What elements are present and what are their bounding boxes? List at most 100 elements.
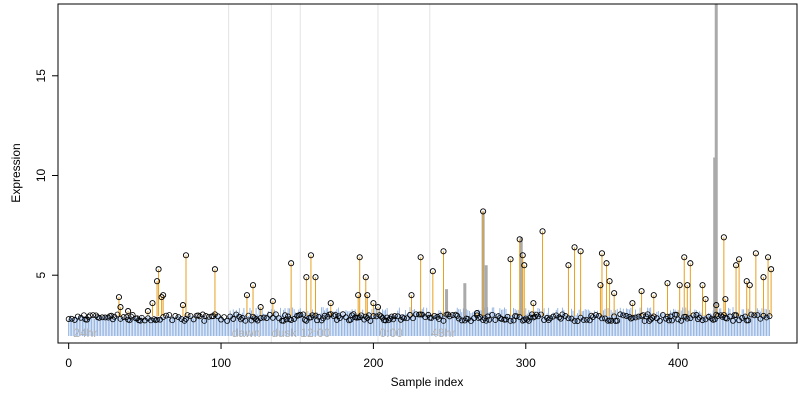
baseline-point: [126, 317, 133, 324]
baseline-point: [297, 311, 304, 318]
baseline-point: [332, 311, 339, 318]
baseline-point: [553, 312, 560, 319]
baseline-point: [666, 317, 672, 324]
baseline-point: [742, 313, 749, 320]
baseline-point: [343, 314, 349, 321]
data-point: [519, 252, 526, 259]
baseline-point: [455, 315, 462, 322]
baseline-point: [285, 313, 291, 320]
data-point: [356, 254, 363, 261]
baseline-point: [301, 316, 308, 323]
data-point: [743, 278, 750, 285]
data-point: [362, 274, 369, 281]
baseline-point: [730, 317, 736, 324]
baseline-point: [215, 313, 221, 320]
group-label: 12:00: [300, 326, 330, 340]
baseline-point: [184, 312, 191, 318]
data-point: [664, 280, 671, 287]
baseline-point: [190, 316, 197, 323]
baseline-point: [404, 315, 410, 322]
group-label: 24hr: [73, 326, 97, 340]
baseline-point: [151, 316, 157, 323]
baseline-point: [669, 317, 675, 324]
baseline-point: [154, 316, 160, 323]
baseline-point: [361, 316, 368, 323]
baseline-point: [705, 313, 712, 320]
baseline-point: [440, 317, 447, 324]
baseline-point: [675, 316, 682, 323]
data-point: [571, 244, 578, 251]
baseline-point: [559, 311, 566, 318]
data-point: [638, 288, 645, 295]
baseline-point: [592, 312, 599, 318]
baseline-point: [646, 318, 653, 324]
data-point: [370, 300, 377, 307]
baseline-point: [390, 316, 397, 323]
baseline-point: [632, 314, 639, 321]
data-point: [736, 256, 743, 263]
baseline-point: [745, 317, 752, 324]
data-point: [687, 260, 694, 267]
baseline-point: [623, 313, 630, 319]
data-point: [598, 250, 606, 257]
data-point: [327, 300, 334, 307]
x-tick-label: 300: [516, 356, 536, 370]
y-axis-title: Expression: [9, 143, 23, 202]
group-boundaries: [228, 4, 431, 343]
data-point: [611, 290, 618, 297]
baseline-point: [260, 314, 267, 321]
baseline-point: [364, 315, 371, 321]
baseline-point: [163, 312, 170, 319]
baseline-point: [175, 314, 182, 320]
data-point: [516, 236, 523, 243]
baseline-point: [437, 312, 444, 319]
baseline-point: [160, 314, 167, 320]
data-point: [269, 298, 276, 305]
baseline-point: [340, 311, 346, 318]
baseline-point: [684, 315, 691, 322]
baseline-point: [516, 314, 523, 320]
data-point: [182, 252, 190, 259]
baseline-point: [556, 314, 563, 321]
baseline-point: [114, 311, 121, 318]
baseline-point: [183, 316, 189, 322]
stems: [118, 4, 772, 317]
baseline-point: [525, 317, 532, 324]
baseline-point: [120, 314, 127, 320]
data-point: [702, 296, 709, 303]
baseline-point: [699, 317, 706, 324]
baseline-point: [739, 315, 746, 321]
baseline-point: [446, 313, 453, 320]
baseline-point: [480, 317, 487, 324]
baseline-point: [574, 318, 581, 324]
baseline-point: [309, 312, 316, 319]
baseline-point: [370, 313, 377, 319]
data-point: [144, 308, 151, 315]
baseline-point: [336, 315, 343, 322]
baseline-point: [117, 315, 124, 322]
data-point: [307, 252, 314, 259]
baseline-point: [425, 311, 432, 318]
x-tick-label: 200: [363, 356, 383, 370]
baseline-point: [533, 311, 540, 318]
data-point: [408, 292, 415, 299]
baseline-point: [333, 317, 340, 323]
baseline-point: [257, 315, 264, 321]
baseline-point: [108, 312, 115, 319]
data-point: [760, 274, 767, 281]
baseline-point: [388, 313, 395, 320]
baseline-point: [303, 317, 310, 324]
baseline-point: [583, 316, 590, 323]
baseline-point: [656, 317, 663, 324]
data-point: [160, 292, 167, 299]
baseline-point: [87, 312, 93, 319]
baseline-point: [71, 317, 78, 323]
data-point: [606, 278, 613, 285]
baseline-point: [74, 313, 81, 320]
baseline-point: [90, 312, 96, 319]
y-tick-label: 5: [34, 272, 48, 279]
data-point: [733, 262, 740, 269]
baseline-point: [137, 317, 144, 324]
baseline-point: [644, 311, 651, 318]
